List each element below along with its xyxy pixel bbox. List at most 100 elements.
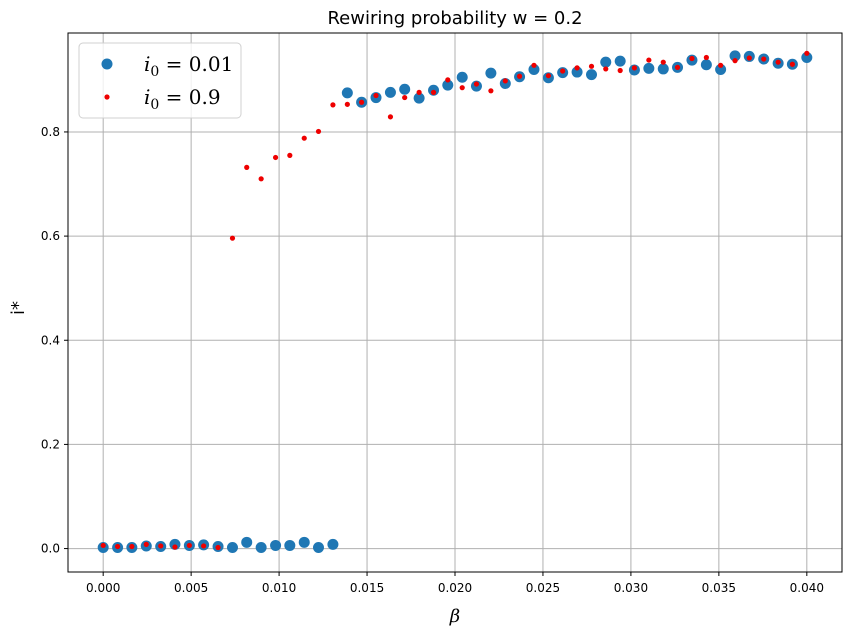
series-2-point — [732, 58, 738, 64]
legend-marker-series-1 — [101, 58, 113, 70]
series-1-point — [456, 71, 468, 83]
series-2-point — [373, 92, 379, 99]
series-2-point — [617, 67, 623, 74]
series-2-point — [545, 73, 552, 79]
x-tick-label: 0.015 — [350, 581, 384, 595]
series-2-point — [631, 65, 638, 71]
series-2-point — [459, 85, 465, 91]
series-2-point — [789, 61, 795, 67]
x-tick-label: 0.040 — [790, 581, 824, 595]
series-2-point — [718, 62, 724, 68]
series-1-point — [485, 67, 497, 79]
series-1-point — [255, 542, 267, 554]
series-2-point — [186, 542, 192, 549]
series-2-point — [445, 77, 451, 83]
series-2-point — [473, 81, 480, 87]
series-1-point — [571, 66, 583, 78]
data-points — [97, 50, 813, 554]
series-2-point — [287, 152, 293, 158]
grid — [68, 33, 842, 572]
series-2-point — [244, 164, 250, 170]
series-1-point — [600, 56, 612, 68]
series-1-point — [298, 536, 310, 548]
series-2-point — [344, 101, 350, 107]
series-2-point — [775, 59, 781, 65]
x-tick-label: 0.010 — [262, 581, 296, 595]
series-2-point — [531, 62, 537, 68]
series-2-point — [215, 544, 221, 551]
series-1-point — [528, 63, 540, 75]
x-tick-label: 0.000 — [86, 581, 120, 595]
series-1-point — [226, 542, 238, 554]
series-2-point — [674, 64, 681, 70]
x-tick-label: 0.005 — [174, 581, 208, 595]
x-tick-label: 0.025 — [526, 581, 560, 595]
y-tick-label: 0.0 — [41, 542, 60, 556]
series-2-point — [143, 541, 149, 547]
series-1-point — [586, 69, 598, 81]
series-1-point — [341, 87, 353, 99]
series-1-point — [270, 539, 282, 551]
series-1-point — [284, 539, 296, 551]
series-2-point — [646, 57, 652, 63]
legend-box — [78, 42, 242, 119]
series-2-point — [689, 55, 695, 62]
legend-marker-series-2 — [104, 94, 110, 100]
series-2-point — [588, 63, 595, 69]
legend: i0 = 0.01 i0 = 0.9 — [78, 42, 242, 119]
x-tick-label: 0.030 — [614, 581, 648, 595]
series-1-point — [643, 62, 655, 74]
y-tick-label: 0.2 — [41, 437, 60, 451]
series-1-point — [241, 536, 253, 548]
series-2-point — [746, 55, 752, 61]
x-tick-label: 0.020 — [438, 581, 472, 595]
series-2-point — [158, 543, 164, 549]
series-2-point — [201, 543, 207, 549]
series-2-point — [100, 542, 106, 549]
series-1-point — [729, 50, 741, 62]
series-1-point — [312, 542, 324, 554]
series-2-point — [761, 56, 767, 62]
series-2-point — [502, 78, 508, 84]
x-tick-label: 0.035 — [702, 581, 736, 595]
series-2-point — [430, 89, 437, 95]
series-2-point — [402, 94, 408, 101]
series-2-point — [115, 543, 121, 550]
y-tick-label: 0.6 — [41, 229, 60, 243]
series-1-point — [614, 55, 626, 67]
series-1-point — [399, 83, 411, 95]
series-2-point — [358, 99, 365, 105]
legend-label-series-1: i0 = 0.01 — [144, 52, 233, 80]
series-2-point — [516, 73, 523, 79]
series-2-point — [804, 50, 810, 56]
series-1-point — [499, 78, 511, 90]
series-1-point — [384, 86, 396, 98]
series-1-point — [442, 79, 454, 91]
series-1-point — [413, 92, 425, 104]
y-axis-title: i* — [8, 301, 29, 315]
series-2-point — [315, 128, 322, 135]
series-1-point — [801, 51, 813, 63]
legend-label-series-2: i0 = 0.9 — [144, 85, 221, 113]
series-2-point — [416, 89, 422, 95]
series-2-point — [272, 154, 279, 161]
series-2-point — [387, 114, 394, 120]
series-2-point — [703, 54, 709, 61]
series-2-point — [560, 68, 566, 74]
axes: 0.000 0.005 0.010 0.015 0.020 0.025 0.030 0.035… — [41, 125, 824, 595]
series-1-point — [700, 59, 712, 71]
chart-title: Rewiring probability w = 0.2 — [327, 8, 582, 29]
series-2-point — [574, 65, 580, 71]
x-axis-title: β — [449, 606, 460, 627]
y-tick-label: 0.8 — [41, 125, 60, 139]
series-2-point — [330, 102, 336, 108]
series-2-point — [488, 88, 494, 94]
series-2-point — [229, 235, 236, 241]
series-2-point — [172, 544, 178, 550]
y-tick-label: 0.4 — [41, 333, 60, 347]
series-2-point — [258, 176, 264, 182]
series-2-point — [660, 59, 666, 65]
series-2-point — [129, 543, 135, 550]
series-2-point — [301, 135, 307, 141]
